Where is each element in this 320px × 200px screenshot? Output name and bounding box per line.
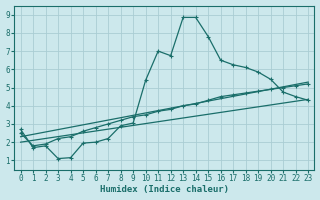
X-axis label: Humidex (Indice chaleur): Humidex (Indice chaleur) — [100, 185, 229, 194]
